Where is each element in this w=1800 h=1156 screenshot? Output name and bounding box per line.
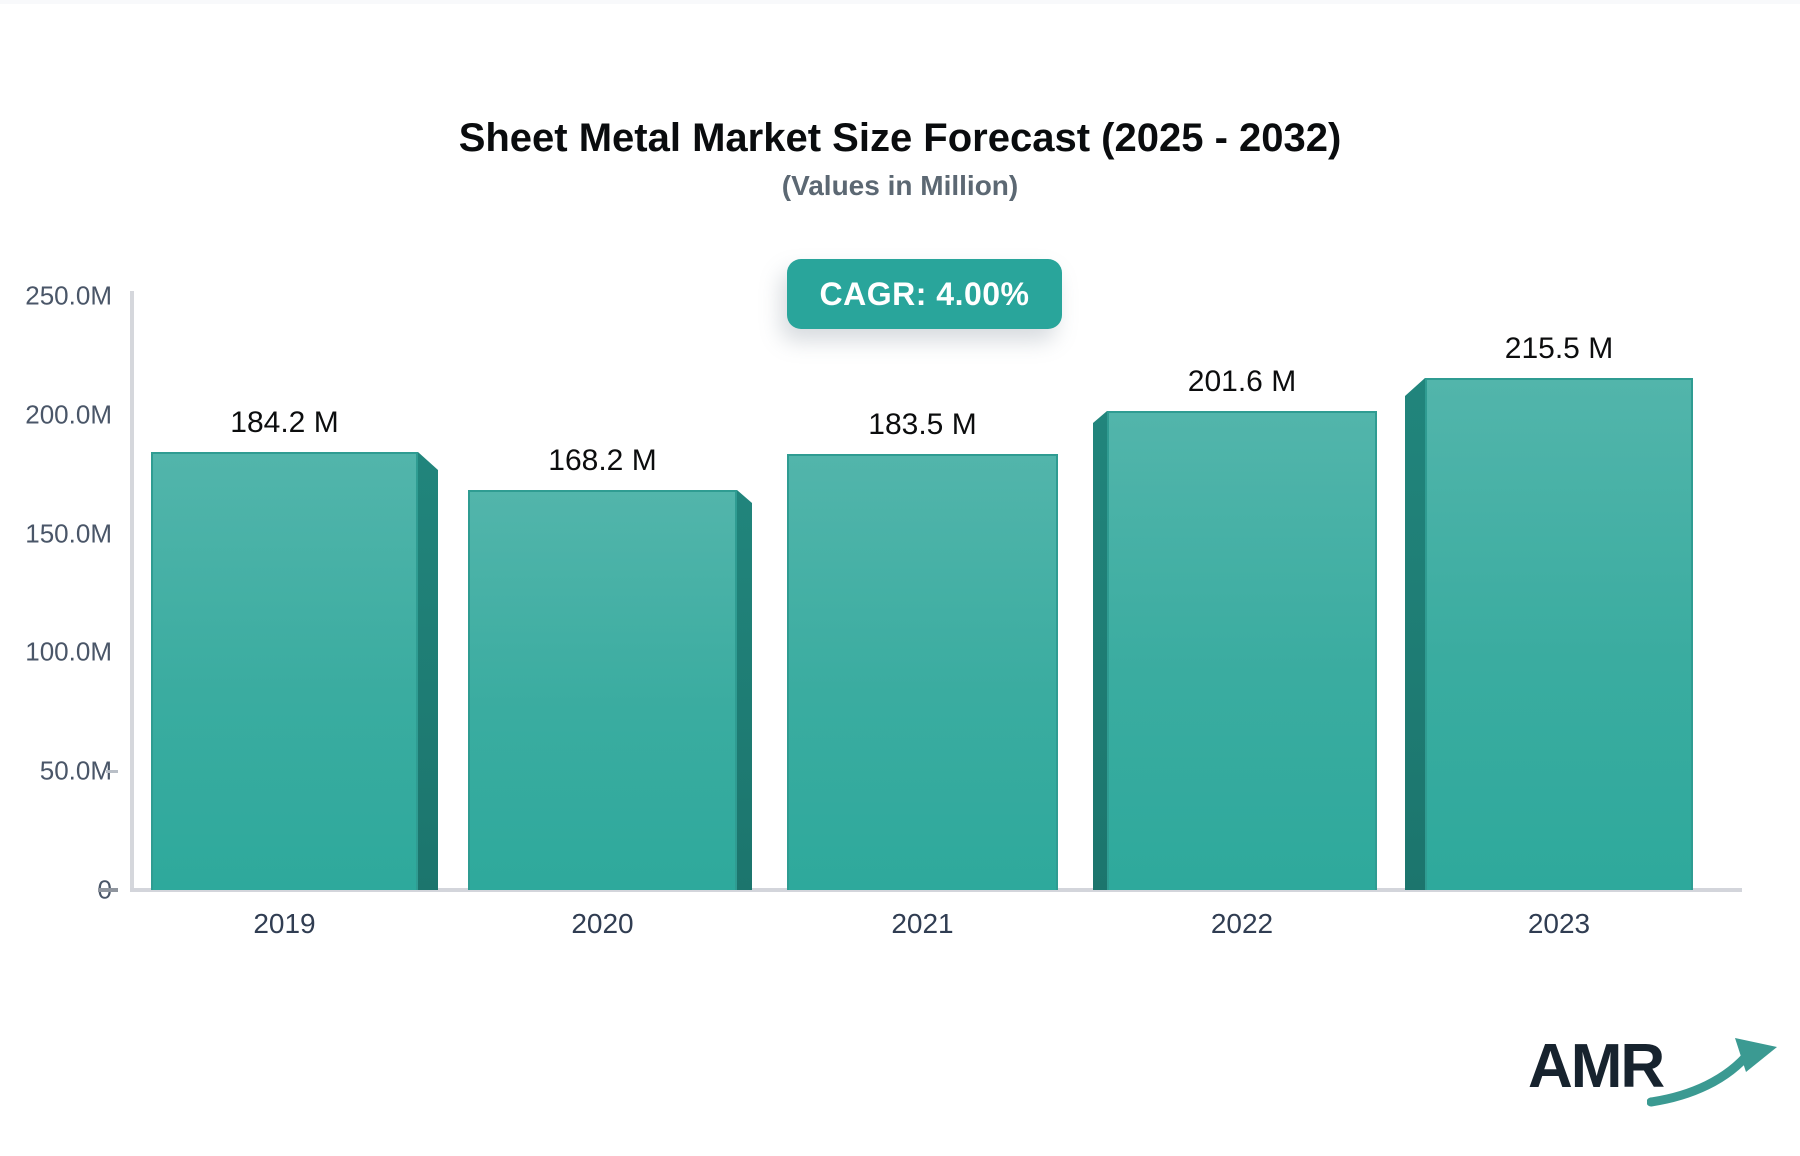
cagr-badge: CAGR: 4.00% bbox=[787, 259, 1062, 329]
bar-side-face bbox=[1093, 411, 1107, 890]
amr-logo: AMR bbox=[1528, 1036, 1782, 1108]
bar-2021 bbox=[787, 454, 1058, 890]
chart-subtitle: (Values in Million) bbox=[781, 170, 1019, 201]
x-tick-label: 2023 bbox=[1527, 908, 1591, 939]
bar-side-face bbox=[418, 452, 438, 890]
y-tick-label: 0 bbox=[2, 875, 112, 906]
x-tick-label: 2019 bbox=[253, 908, 316, 939]
bar-value-label: 201.6 M bbox=[1187, 365, 1297, 398]
x-tick-label: 2020 bbox=[571, 908, 634, 939]
y-tick-label: 50.0M bbox=[39, 755, 112, 786]
growth-arrow-icon bbox=[1647, 1038, 1778, 1107]
bar-value-label: 184.2 M bbox=[230, 406, 339, 439]
bar-side-face bbox=[1405, 378, 1425, 890]
chart-title: Sheet Metal Market Size Forecast (2025 -… bbox=[458, 116, 1342, 160]
bar-value-label: 183.5 M bbox=[868, 408, 977, 441]
amr-logo-text: AMR bbox=[1528, 1032, 1665, 1101]
bar-side-face bbox=[737, 490, 752, 890]
cagr-badge-label: CAGR: 4.00% bbox=[819, 275, 1030, 312]
y-tick-mark bbox=[98, 888, 118, 892]
y-axis-line bbox=[130, 291, 134, 890]
bar-2022 bbox=[1107, 411, 1377, 890]
y-tick-label: 250.0M bbox=[25, 280, 112, 311]
bar-value-label: 168.2 M bbox=[548, 444, 657, 477]
x-tick-label: 2021 bbox=[891, 908, 954, 939]
bar-2020 bbox=[468, 490, 737, 890]
y-tick-label: 200.0M bbox=[25, 399, 112, 430]
bar-2023 bbox=[1425, 378, 1693, 890]
bar-value-label: 215.5 M bbox=[1504, 332, 1614, 365]
y-tick-mark bbox=[106, 770, 118, 774]
y-tick-label: 150.0M bbox=[25, 518, 112, 549]
bar-2019 bbox=[151, 452, 418, 890]
x-axis-line bbox=[130, 888, 1742, 892]
y-tick-label: 100.0M bbox=[25, 636, 112, 667]
x-tick-label: 2022 bbox=[1210, 908, 1274, 939]
